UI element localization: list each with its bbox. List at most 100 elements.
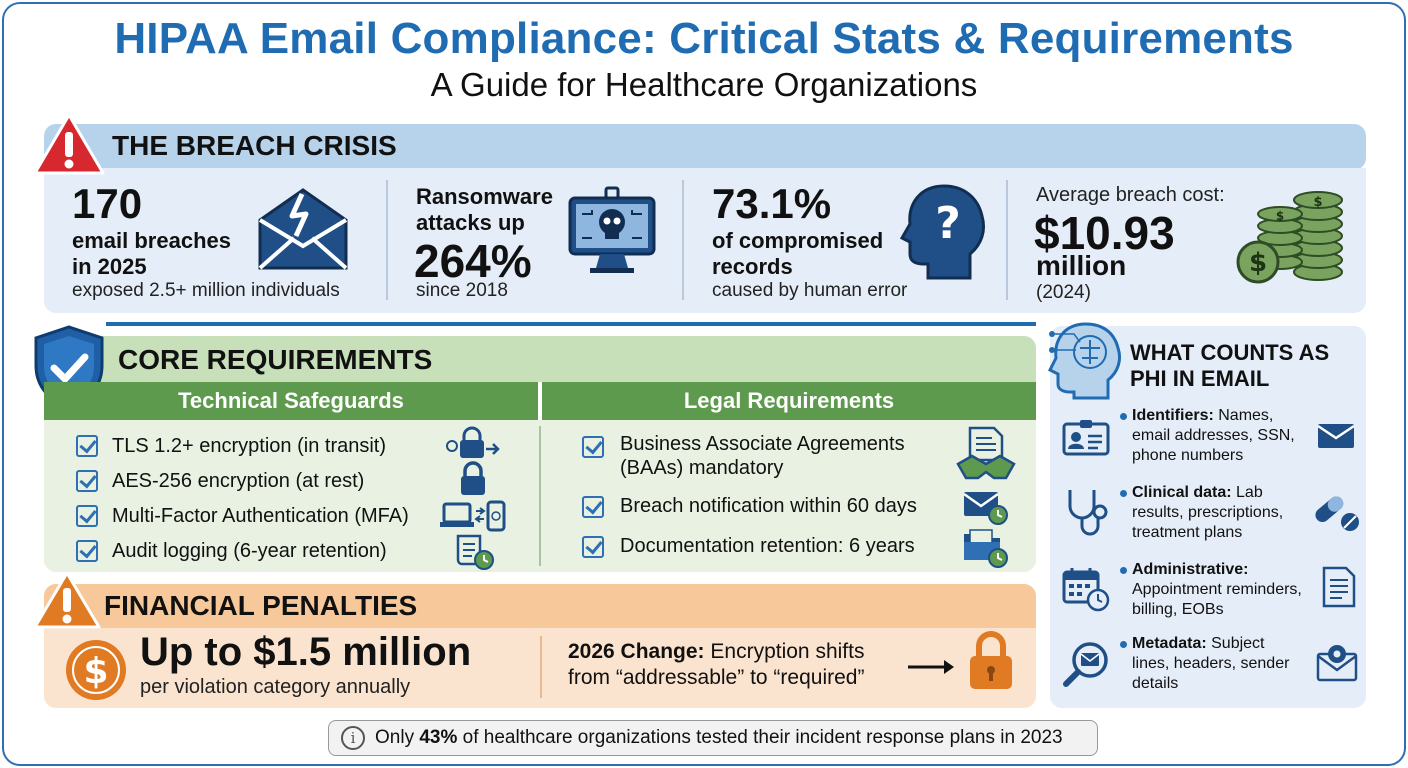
envelope-clock-icon <box>963 492 1008 525</box>
checkbox-icon <box>76 435 98 457</box>
folder-clock-icon <box>964 529 1008 568</box>
phi-item-text: billing, EOBs <box>1132 601 1224 618</box>
phi-item-text: details <box>1132 675 1179 692</box>
column-divider <box>540 636 542 698</box>
breach-crisis-header <box>44 124 1366 170</box>
legal-item-notification: Breach notification within 60 days <box>620 495 917 517</box>
stat-divider <box>1006 180 1008 300</box>
financial-penalties-title: FINANCIAL PENALTIES <box>104 590 418 621</box>
phi-item-text: email addresses, SSN, <box>1132 427 1295 444</box>
phi-item-identifiers: Identifiers: Names, email addresses, SSN,… <box>1132 406 1295 466</box>
change-label: 2026 Change: <box>568 640 705 663</box>
phi-title-line-2: PHI IN EMAIL <box>1130 366 1270 391</box>
technical-safeguards-header: Technical Safeguards <box>44 382 538 420</box>
lock-icon <box>461 461 485 495</box>
stat-human-error-label: of compromised records <box>712 228 884 279</box>
document-icon <box>1322 566 1356 608</box>
phi-item-text: Subject <box>1206 635 1265 652</box>
warning-icon <box>33 571 101 629</box>
pill-icon <box>1315 496 1359 531</box>
svg-text:$: $ <box>1276 209 1284 223</box>
core-requirements-header <box>44 336 1036 382</box>
checkbox-icon <box>582 436 604 458</box>
financial-penalties-header <box>44 584 1036 628</box>
checkbox-icon <box>582 496 604 518</box>
checkbox-icon <box>76 540 98 562</box>
stat-ransomware-detail: since 2018 <box>416 280 508 301</box>
warning-icon <box>33 113 105 175</box>
penalty-amount: Up to $1.5 million <box>140 630 472 674</box>
phi-item-text: Lab <box>1231 484 1263 501</box>
handshake-document-icon <box>956 426 1016 480</box>
checkbox-icon <box>76 470 98 492</box>
stat-divider <box>386 180 388 300</box>
note-text-pre: Only <box>375 727 420 748</box>
tech-item-tls: TLS 1.2+ encryption (in transit) <box>112 435 387 457</box>
change-text-2: from “addressable” to “required” <box>568 666 865 689</box>
stat-ransomware-value: 264% <box>414 235 532 287</box>
arrow-right-icon <box>908 660 954 674</box>
column-divider <box>539 426 541 566</box>
bullet <box>1120 413 1127 420</box>
svg-text:?: ? <box>935 198 961 249</box>
lock-transit-icon <box>446 426 500 458</box>
envelope-icon <box>1317 424 1355 448</box>
envelope-gear-icon <box>1316 645 1358 682</box>
phi-title: WHAT COUNTS AS PHI IN EMAIL <box>1130 340 1329 392</box>
info-icon: i <box>341 726 365 750</box>
svg-text:$: $ <box>1313 195 1322 210</box>
phi-item-text: Names, <box>1213 407 1274 424</box>
svg-text:$: $ <box>83 651 108 692</box>
scroll-clock-icon <box>456 534 494 570</box>
money-stack-icon: $ $ $ <box>1236 191 1343 284</box>
svg-text:$: $ <box>1249 248 1267 278</box>
phi-item-text: lines, headers, sender <box>1132 655 1290 672</box>
head-question-icon: ? <box>899 184 985 280</box>
legal-item-documentation: Documentation retention: 6 years <box>620 535 915 557</box>
change-text-1: Encryption shifts <box>704 640 865 663</box>
id-card-icon <box>1062 420 1110 456</box>
stat-breach-cost-value: $10.93 <box>1034 207 1175 259</box>
stat-email-breaches-detail: exposed 2.5+ million individuals <box>72 280 340 301</box>
stat-human-error-detail: caused by human error <box>712 280 908 301</box>
stethoscope-icon <box>1068 490 1108 536</box>
tech-item-aes: AES-256 encryption (at rest) <box>112 470 365 492</box>
brain-head-icon <box>1047 322 1122 400</box>
legal-item-baa: Business Associate Agreements (BAAs) man… <box>620 433 905 479</box>
phi-item-metadata: Metadata: Subject lines, headers, sender d… <box>1132 634 1289 694</box>
breach-crisis-title: THE BREACH CRISIS <box>112 130 397 161</box>
page-title: HIPAA Email Compliance: Critical Stats &… <box>114 14 1294 63</box>
core-requirements-title: CORE REQUIREMENTS <box>118 344 433 375</box>
tech-item-audit: Audit logging (6-year retention) <box>112 540 387 562</box>
phi-item-label: Administrative: <box>1132 561 1249 578</box>
note-text-post: of healthcare organizations tested their… <box>457 727 1063 748</box>
phi-item-clinical: Clinical data: Lab results, prescriptions… <box>1132 483 1283 543</box>
phi-item-text: treatment plans <box>1132 524 1243 541</box>
footer-note: i Only 43% of healthcare organizations t… <box>328 720 1098 756</box>
bullet <box>1120 567 1127 574</box>
broken-envelope-icon <box>258 188 348 270</box>
change-line-1: 2026 Change: Encryption shifts <box>568 640 864 664</box>
stat-email-breaches-label: email breaches in 2025 <box>72 228 231 279</box>
phi-item-label: Identifiers: <box>1132 407 1214 424</box>
note-highlight: 43% <box>419 727 458 748</box>
page-subtitle: A Guide for Healthcare Organizations <box>430 66 978 103</box>
lock-icon <box>970 631 1012 689</box>
phi-item-label: Clinical data: <box>1132 484 1232 501</box>
bullet <box>1120 490 1127 497</box>
phi-item-label: Metadata: <box>1132 635 1207 652</box>
stat-human-error-value: 73.1% <box>712 180 832 227</box>
stat-breach-cost-unit: million <box>1036 250 1127 281</box>
stat-breach-cost-year: (2024) <box>1036 282 1091 303</box>
phi-item-text: Appointment reminders, <box>1132 581 1302 598</box>
stat-email-breaches-value: 170 <box>72 180 143 227</box>
stat-divider <box>682 180 684 300</box>
bullet <box>1120 641 1127 648</box>
dollar-coin-icon: $ <box>66 640 126 700</box>
calendar-clock-icon <box>1062 568 1110 612</box>
checkbox-icon <box>582 536 604 558</box>
tech-item-mfa: Multi-Factor Authentication (MFA) <box>112 505 409 527</box>
phi-item-text: phone numbers <box>1132 447 1244 464</box>
phi-item-administrative: Administrative: Appointment reminders, bil… <box>1132 560 1302 620</box>
